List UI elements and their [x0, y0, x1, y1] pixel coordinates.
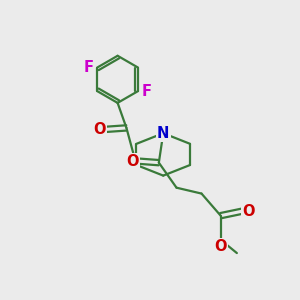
Text: O: O [127, 154, 139, 169]
Text: N: N [157, 126, 170, 141]
Text: F: F [84, 60, 94, 75]
Text: O: O [214, 239, 227, 254]
Text: F: F [141, 84, 151, 99]
Text: O: O [242, 204, 255, 219]
Text: O: O [93, 122, 106, 137]
